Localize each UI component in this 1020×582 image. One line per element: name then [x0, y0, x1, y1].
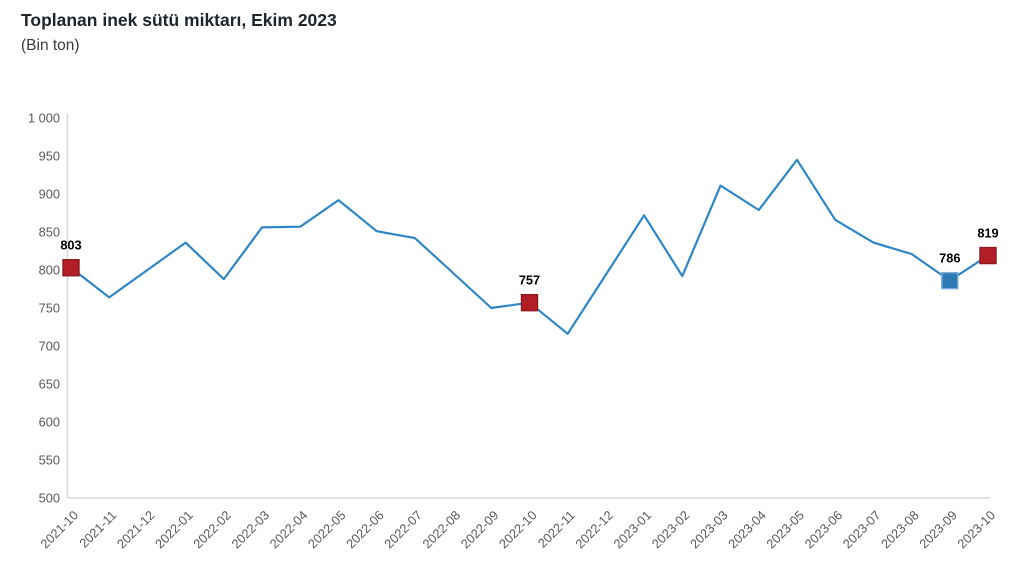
y-axis-tick-label: 950 — [39, 149, 60, 164]
y-axis-tick-label: 550 — [39, 453, 60, 468]
y-axis-tick-label: 600 — [39, 415, 60, 430]
x-axis-tick-label: 2021-12 — [114, 508, 158, 552]
x-axis-tick-label: 2023-08 — [878, 508, 922, 552]
x-axis-tick-label: 2022-12 — [572, 508, 616, 552]
x-axis-tick-label: 2022-05 — [305, 508, 349, 552]
chart-header: Toplanan inek sütü miktarı, Ekim 2023 (B… — [21, 8, 337, 55]
marker-2021-10 — [62, 259, 80, 277]
x-axis-tick-label: 2021-10 — [37, 508, 81, 552]
data-label-2022-10: 757 — [519, 273, 540, 288]
x-axis-tick-label: 2022-04 — [267, 508, 311, 552]
y-axis-tick-label: 850 — [39, 225, 60, 240]
x-axis-tick-label: 2021-11 — [76, 508, 119, 551]
y-axis-tick-label: 750 — [39, 301, 60, 316]
x-axis-tick-label: 2023-04 — [725, 508, 769, 552]
x-axis-tick-label: 2023-09 — [916, 508, 960, 552]
x-axis-tick-label: 2023-01 — [610, 508, 654, 552]
x-axis-tick-label: 2023-03 — [687, 508, 731, 552]
data-label-2021-10: 803 — [60, 238, 81, 253]
x-axis-tick-label: 2022-11 — [535, 508, 578, 551]
marker-2023-09 — [941, 271, 959, 290]
data-label-2023-10: 819 — [977, 226, 998, 241]
x-axis-tick-label: 2022-08 — [419, 508, 463, 552]
x-axis-tick-label: 2022-03 — [228, 508, 272, 552]
data-label-2023-09: 786 — [939, 251, 960, 266]
x-axis-tick-label: 2022-01 — [152, 508, 196, 552]
marker-2023-10 — [979, 246, 997, 265]
x-axis-tick-label: 2022-09 — [458, 508, 502, 552]
x-axis-tick-label: 2022-10 — [496, 508, 540, 552]
x-axis-tick-label: 2023-05 — [763, 508, 807, 552]
marker-2022-10 — [520, 293, 539, 312]
y-axis-tick-label: 900 — [39, 187, 60, 202]
y-axis-tick-label: 700 — [39, 339, 60, 354]
y-axis-tick-label: 800 — [39, 263, 60, 278]
x-axis-tick-label: 2023-07 — [840, 508, 884, 552]
chart-subtitle: (Bin ton) — [21, 36, 80, 54]
x-axis-tick-label: 2023-02 — [649, 508, 693, 552]
y-axis-tick-label: 650 — [39, 377, 60, 392]
x-axis-tick-label: 2023-06 — [801, 508, 845, 552]
x-axis-tick-label: 2022-07 — [381, 508, 425, 552]
x-axis-tick-label: 2022-06 — [343, 508, 387, 552]
chart-title: Toplanan inek sütü miktarı, Ekim 2023 — [21, 10, 337, 30]
y-axis-tick-label: 500 — [39, 491, 60, 506]
y-axis-tick-label: 1 000 — [28, 111, 60, 126]
x-axis-tick-label: 2023-10 — [954, 508, 998, 552]
x-axis-tick-label: 2022-02 — [190, 508, 234, 552]
